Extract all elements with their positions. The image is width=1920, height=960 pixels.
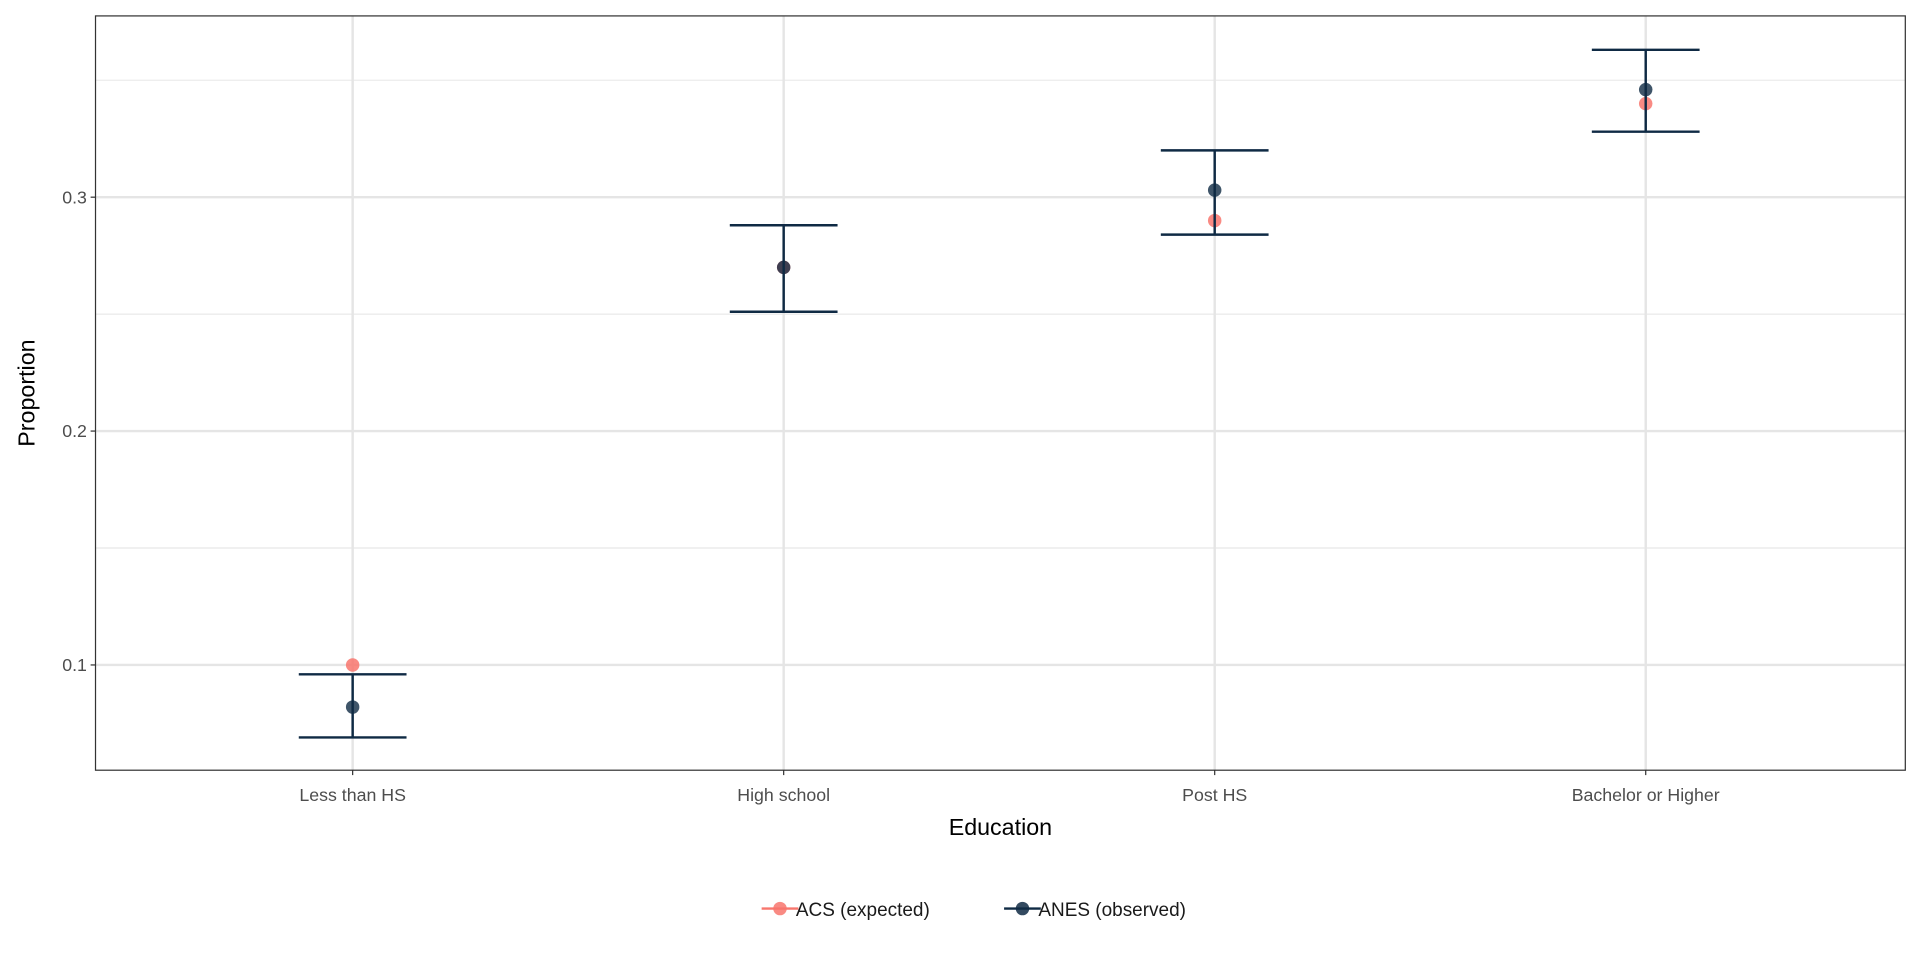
x-axis-title: Education <box>949 814 1052 840</box>
y-tick-label: 0.3 <box>62 187 87 207</box>
legend-label: ANES (observed) <box>1038 900 1186 921</box>
x-tick-label: Bachelor or Higher <box>1572 785 1720 805</box>
legend: ACS (expected) ANES (observed) <box>761 900 1186 921</box>
x-axis: Less than HS High school Post HS Bachelor o… <box>299 770 1720 805</box>
legend-label: ACS (expected) <box>796 900 930 921</box>
anes-point <box>776 260 791 275</box>
y-tick-label: 0.1 <box>62 655 87 675</box>
anes-point <box>345 700 360 714</box>
y-tick-label: 0.2 <box>62 421 87 441</box>
x-tick-label: High school <box>737 785 830 805</box>
legend-key-point <box>1015 901 1030 916</box>
anes-point <box>1638 82 1653 97</box>
anes-point <box>1207 183 1222 197</box>
y-axis: 0.1 0.2 0.3 <box>62 187 96 675</box>
panel-border <box>94 15 1906 771</box>
grid <box>95 15 1906 771</box>
marks <box>298 48 1700 739</box>
x-tick-label: Less than HS <box>299 785 406 805</box>
x-tick-label: Post HS <box>1182 785 1247 805</box>
y-axis-title: Proportion <box>13 339 39 446</box>
legend-key-point <box>773 901 787 916</box>
acs-point <box>345 658 360 672</box>
